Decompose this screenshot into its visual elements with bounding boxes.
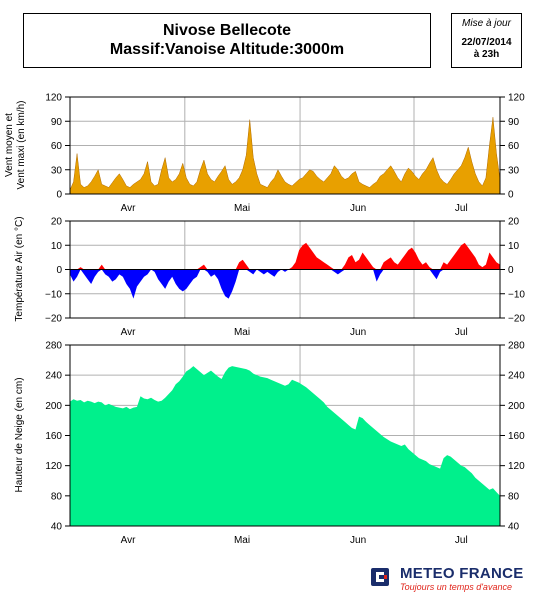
y-tick-label-right: 200 — [508, 401, 525, 412]
y-tick-label-left: 280 — [45, 341, 62, 352]
y-tick-label-left: 80 — [51, 491, 63, 502]
y-tick-label-left: 240 — [45, 371, 62, 382]
y-tick-label-left: 90 — [51, 117, 63, 128]
temperature-chart: −20 −10 0 10 20 −20 −10 0 10 20 Avr Mai Jun Jul Tem… — [14, 216, 525, 338]
wind-chart: 0 30 60 90 120 0 30 60 90 120 Avr Mai Jun Jul Vent … — [4, 93, 525, 215]
charts-svg: 0 30 60 90 120 0 30 60 90 120 Avr Mai Jun Jul Vent … — [4, 93, 525, 547]
y-tick-label-left: 30 — [51, 165, 63, 176]
y-tick-label-right: 120 — [508, 93, 525, 104]
snow-x-ticks: Avr Mai Jun Jul — [121, 535, 468, 546]
meteo-france-logo-icon — [371, 568, 389, 586]
y-tick-label-left: 120 — [45, 461, 62, 472]
wind-area — [69, 117, 501, 195]
update-date: 22/07/2014 — [461, 37, 512, 48]
wind-y-ticks-left: 0 30 60 90 120 — [45, 93, 70, 201]
temperature-positive-area — [70, 242, 500, 270]
x-tick-label-jun: Jun — [350, 327, 366, 338]
temperature-y-ticks-left: −20 −10 0 10 20 — [45, 217, 70, 325]
massif-altitude-title: Massif:Vanoise Altitude:3000m — [109, 41, 345, 58]
x-tick-label-mai: Mai — [234, 203, 250, 214]
x-tick-label-mai: Mai — [234, 327, 250, 338]
y-tick-label-right: 120 — [508, 461, 525, 472]
y-tick-label-right: −20 — [508, 314, 525, 325]
x-tick-label-avr: Avr — [121, 327, 136, 338]
y-tick-label-left: 160 — [45, 431, 62, 442]
x-tick-label-mai: Mai — [234, 535, 250, 546]
temperature-negative-area — [70, 269, 500, 299]
y-tick-label-left: −10 — [45, 289, 62, 300]
wind-ylabel-line1: Vent moyen et — [4, 113, 15, 177]
snow-y-ticks-right: 40 80 120 160 200 240 280 — [500, 341, 525, 533]
x-tick-label-avr: Avr — [121, 203, 136, 214]
x-tick-label-avr: Avr — [121, 535, 136, 546]
meteo-france-brand: METEO FRANCE — [400, 565, 524, 582]
y-tick-label-right: 30 — [508, 165, 520, 176]
update-box: Mise à jour 22/07/2014 à 23h — [451, 13, 522, 68]
y-tick-label-left: −20 — [45, 314, 62, 325]
wind-x-ticks: Avr Mai Jun Jul — [121, 203, 468, 214]
y-tick-label-right: 60 — [508, 141, 520, 152]
y-tick-label-right: 280 — [508, 341, 525, 352]
temperature-y-ticks-right: −20 −10 0 10 20 — [500, 217, 525, 325]
title-box: Nivose Bellecote Massif:Vanoise Altitude… — [23, 13, 431, 68]
y-tick-label-left: 20 — [51, 217, 63, 228]
y-tick-label-right: 0 — [508, 265, 514, 276]
snow-area — [70, 366, 500, 526]
x-tick-label-jul: Jul — [455, 203, 468, 214]
y-tick-label-left: 40 — [51, 522, 63, 533]
y-tick-label-right: 0 — [508, 190, 514, 201]
update-label: Mise à jour — [462, 18, 511, 29]
meteo-france-logo: METEO FRANCE Toujours un temps d'avance — [370, 565, 530, 593]
snow-ylabel: Hauteur de Neige (en cm) — [14, 377, 25, 492]
x-tick-label-jun: Jun — [350, 203, 366, 214]
y-tick-label-right: 20 — [508, 217, 520, 228]
y-tick-label-left: 0 — [56, 265, 62, 276]
y-tick-label-right: −10 — [508, 289, 525, 300]
y-tick-label-right: 10 — [508, 241, 520, 252]
x-tick-label-jul: Jul — [455, 535, 468, 546]
y-tick-label-left: 10 — [51, 241, 63, 252]
x-tick-label-jun: Jun — [350, 535, 366, 546]
y-tick-label-right: 80 — [508, 491, 520, 502]
y-tick-label-left: 0 — [56, 190, 62, 201]
update-time: à 23h — [473, 49, 500, 60]
temperature-ylabel: Température Air (en °C) — [14, 216, 25, 321]
x-tick-label-jul: Jul — [455, 327, 468, 338]
y-tick-label-right: 160 — [508, 431, 525, 442]
snow-y-ticks-left: 40 80 120 160 200 240 280 — [45, 341, 70, 533]
station-title: Nivose Bellecote — [162, 22, 292, 39]
y-tick-label-left: 120 — [45, 93, 62, 104]
y-tick-label-right: 90 — [508, 117, 520, 128]
y-tick-label-right: 40 — [508, 522, 520, 533]
wind-y-ticks-right: 0 30 60 90 120 — [500, 93, 525, 201]
temperature-x-ticks: Avr Mai Jun Jul — [121, 327, 468, 338]
y-tick-label-right: 240 — [508, 371, 525, 382]
wind-ylabel-line2: Vent maxi (en km/h) — [16, 101, 27, 190]
y-tick-label-left: 60 — [51, 141, 63, 152]
y-tick-label-left: 200 — [45, 401, 62, 412]
meteo-france-slogan: Toujours un temps d'avance — [400, 582, 512, 592]
